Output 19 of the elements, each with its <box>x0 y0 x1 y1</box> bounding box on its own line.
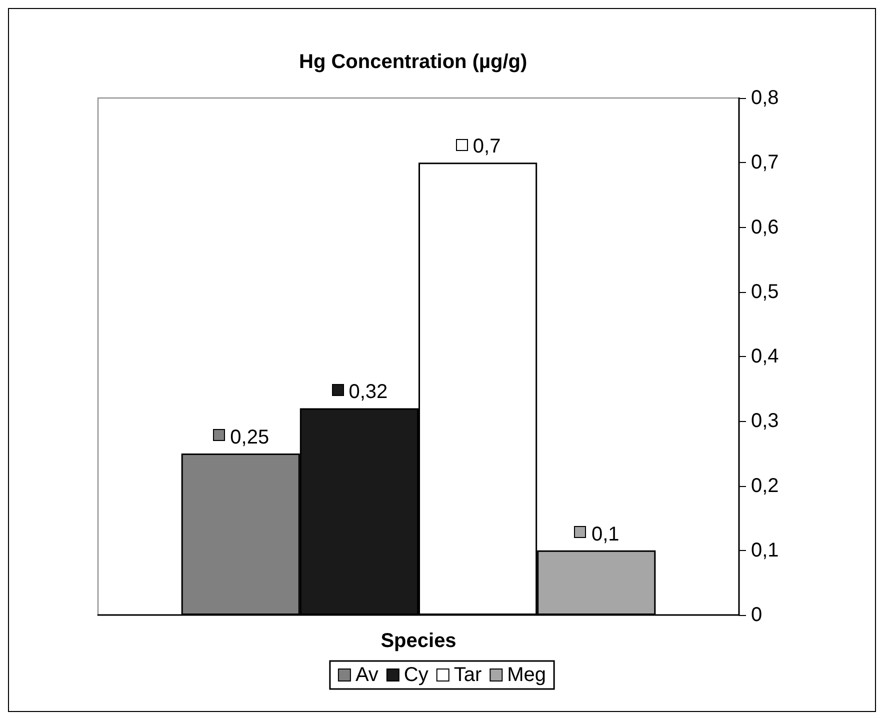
y-tick-label: 0,1 <box>751 539 779 562</box>
y-tick-label: 0,3 <box>751 410 779 432</box>
y-tick-label: 0,5 <box>751 280 779 303</box>
y-tick-label: 0,2 <box>751 474 779 497</box>
legend-label: Av <box>355 664 378 686</box>
y-tick-label: 0,7 <box>751 152 779 174</box>
y-tick-label: 0,6 <box>751 216 779 238</box>
chart-title: Hg Concentration (µg/g) <box>299 51 528 73</box>
data-label: 0,7 <box>472 136 501 158</box>
data-label: 0,32 <box>348 381 388 404</box>
y-tick-label: 0 <box>751 604 762 626</box>
legend-label: Tar <box>454 664 482 686</box>
data-label: 0,25 <box>230 426 270 448</box>
y-tick-label: 0,8 <box>751 87 779 109</box>
legend-label: Cy <box>404 664 428 686</box>
data-label: 0,1 <box>591 523 620 546</box>
x-axis-title: Species <box>380 630 456 652</box>
legend-label: Meg <box>507 664 546 686</box>
y-tick-label: 0,4 <box>751 346 779 368</box>
